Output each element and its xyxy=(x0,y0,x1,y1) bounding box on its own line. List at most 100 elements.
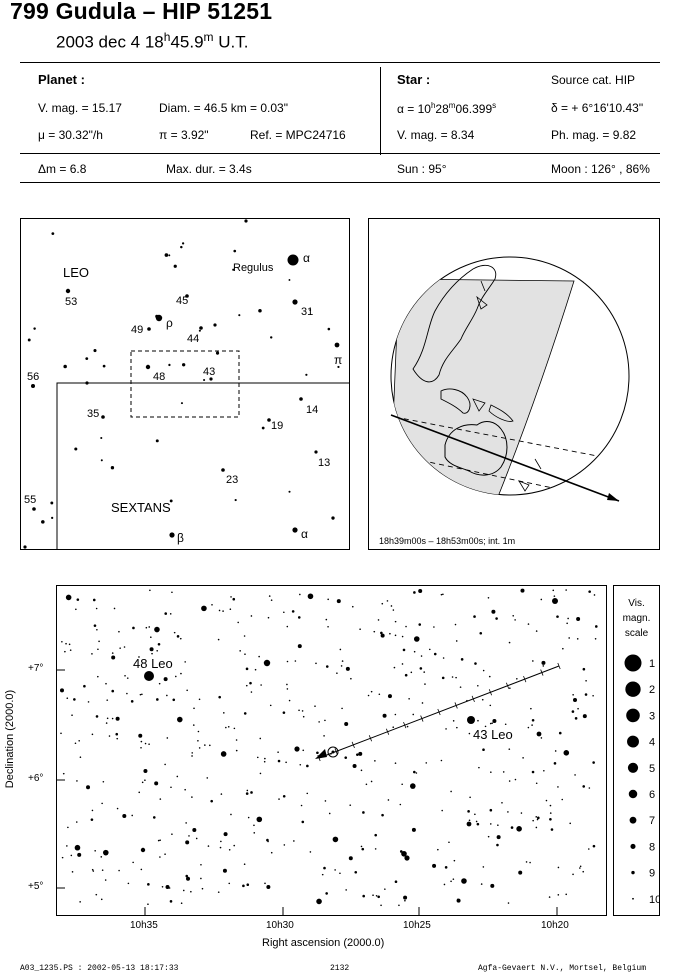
field-star xyxy=(211,603,213,606)
field-star xyxy=(377,619,380,621)
finder-star xyxy=(155,314,159,318)
finder-star xyxy=(85,381,89,385)
finder-star xyxy=(331,516,335,520)
field-star xyxy=(115,732,119,736)
finder-star xyxy=(102,364,106,368)
field-star xyxy=(101,802,103,805)
field-star xyxy=(266,885,271,890)
field-star xyxy=(443,883,446,886)
path-time-tick xyxy=(386,728,390,735)
field-star xyxy=(401,783,403,786)
field-star xyxy=(336,672,338,674)
field-star xyxy=(230,813,232,816)
field-star xyxy=(428,648,431,651)
field-star xyxy=(118,630,120,633)
field-star xyxy=(206,777,209,779)
max-duration: Max. dur. = 3.4s xyxy=(166,162,252,176)
field-star xyxy=(154,626,160,633)
field-star xyxy=(245,667,249,671)
field-star xyxy=(209,744,211,747)
field-star xyxy=(423,671,426,673)
finder-star xyxy=(169,532,175,538)
field-star xyxy=(225,726,227,729)
star-label-43-leo: 43 Leo xyxy=(473,727,513,742)
field-star xyxy=(568,637,570,639)
field-star xyxy=(154,781,159,786)
field-star xyxy=(334,869,336,871)
field-star xyxy=(191,752,194,754)
field-star xyxy=(507,902,510,904)
star-label-rho: ρ xyxy=(166,316,173,330)
star-label-alpha-sex: α xyxy=(301,527,308,541)
field-star xyxy=(527,726,530,729)
field-star xyxy=(477,719,479,722)
finder-star xyxy=(51,232,55,235)
field-star xyxy=(297,644,302,649)
star-43-leo xyxy=(467,716,475,724)
field-star xyxy=(86,785,91,790)
finder-star xyxy=(100,436,103,440)
field-star xyxy=(349,804,352,806)
field-star xyxy=(518,870,523,875)
field-star xyxy=(79,901,81,903)
field-star xyxy=(441,809,443,812)
field-star xyxy=(456,726,458,729)
field-star xyxy=(557,786,559,788)
footer-file: A03_1235.PS : 2002-05-13 18:17:33 xyxy=(20,964,179,973)
field-star xyxy=(277,751,279,753)
field-star xyxy=(306,792,309,795)
field-star xyxy=(297,616,301,619)
field-star xyxy=(138,733,143,738)
moon-elongation: Moon : 126° , 86% xyxy=(551,162,650,176)
field-star xyxy=(392,726,395,729)
field-star xyxy=(87,701,90,703)
field-star xyxy=(418,588,423,593)
field-star xyxy=(348,856,353,861)
field-star xyxy=(362,811,365,814)
legend-dot-mag-5 xyxy=(627,762,639,773)
field-star xyxy=(433,652,437,656)
field-star xyxy=(413,770,416,774)
finder-star xyxy=(267,418,271,422)
finder-star xyxy=(145,364,151,370)
field-star xyxy=(247,816,250,819)
detail-field-box xyxy=(130,350,240,418)
field-star xyxy=(572,693,574,696)
field-star xyxy=(315,662,317,665)
field-star xyxy=(92,598,96,602)
field-star xyxy=(270,851,273,854)
field-star xyxy=(592,761,595,764)
field-star xyxy=(461,878,467,884)
legend-label-mag-9: 9 xyxy=(649,868,655,880)
field-star xyxy=(440,759,443,762)
field-star xyxy=(223,712,225,714)
field-star xyxy=(537,816,540,820)
field-star xyxy=(179,637,182,640)
y-tick-6: +6° xyxy=(28,773,44,784)
field-star xyxy=(373,630,376,633)
field-star xyxy=(198,747,201,749)
field-star xyxy=(105,682,107,685)
field-star xyxy=(496,835,501,840)
event-datetime: 2003 dec 4 18h45.9m U.T. xyxy=(56,30,249,52)
field-star xyxy=(141,693,143,696)
field-star xyxy=(250,791,253,794)
finder-star xyxy=(221,468,225,472)
field-star xyxy=(123,646,126,648)
field-star xyxy=(245,792,249,795)
star-label-regulus: Regulus xyxy=(233,262,274,274)
field-star xyxy=(478,766,480,769)
path-time-tick xyxy=(471,695,475,703)
field-star xyxy=(294,660,297,662)
field-star xyxy=(67,826,69,829)
star-label-56: 56 xyxy=(27,371,39,383)
field-star xyxy=(104,879,107,881)
delta-magnitude: Δm = 6.8 xyxy=(38,162,87,176)
field-star xyxy=(148,626,151,628)
field-star xyxy=(164,763,166,766)
bright-star xyxy=(466,821,472,827)
field-star xyxy=(65,594,72,601)
field-star xyxy=(374,760,376,762)
finder-star xyxy=(233,249,237,253)
field-star xyxy=(491,722,493,724)
